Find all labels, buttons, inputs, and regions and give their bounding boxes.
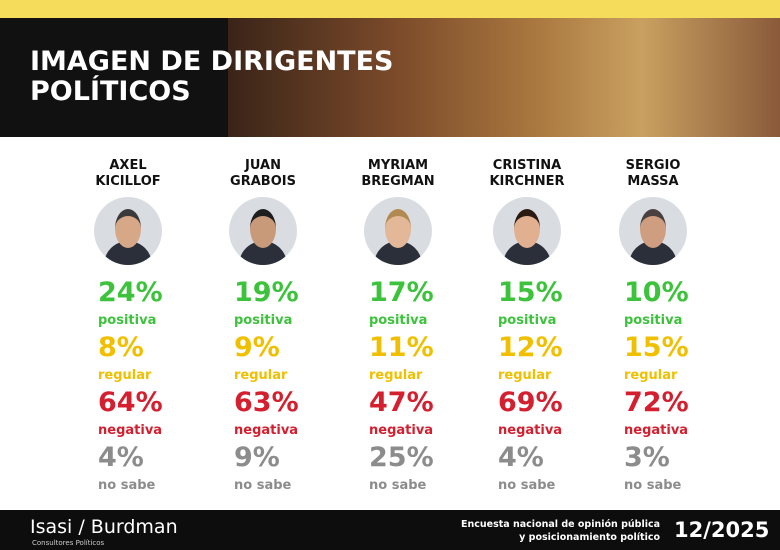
candidate-name: CRISTINA [492, 158, 562, 173]
avatar-face [385, 209, 411, 248]
candidate-name: AXEL [109, 158, 147, 173]
avatar [619, 197, 687, 265]
avatar-face [640, 209, 666, 248]
survey-text: Encuesta nacional de opinión pública y po… [420, 518, 660, 544]
stat-value: 25% [369, 442, 434, 473]
stat-label: regular [369, 368, 423, 383]
stat-label: negativa [98, 423, 163, 438]
stat-label: regular [98, 368, 152, 383]
candidate-name: MASSA [627, 174, 679, 189]
stat-value: 8% [98, 332, 144, 363]
brand: Isasi / Burdman [30, 516, 178, 538]
stat-value: 15% [498, 277, 563, 308]
stat-label: positiva [98, 313, 157, 328]
stat-label: regular [498, 368, 552, 383]
stat-label: negativa [234, 423, 299, 438]
brand-subtitle: Consultores Políticos [32, 539, 105, 547]
stat-label: positiva [369, 313, 428, 328]
candidate-name: JUAN [245, 158, 281, 173]
stat-label: positiva [498, 313, 557, 328]
avatar-face [250, 209, 276, 248]
candidate-name: MYRIAM [367, 158, 429, 173]
avatar [493, 197, 561, 265]
stat-value: 19% [234, 277, 299, 308]
top-bar [0, 0, 780, 18]
stat-value: 15% [624, 332, 689, 363]
stat-value: 12% [498, 332, 563, 363]
stat-value: 69% [498, 387, 563, 418]
stat-value: 9% [234, 442, 280, 473]
photo-collage [228, 18, 780, 137]
avatar-face [514, 209, 540, 248]
stat-value: 47% [369, 387, 434, 418]
survey-line: Encuesta nacional de opinión pública [461, 519, 660, 530]
stat-label: negativa [369, 423, 434, 438]
stat-value: 72% [624, 387, 689, 418]
stat-value: 4% [498, 442, 544, 473]
stat-label: no sabe [624, 478, 682, 493]
header: IMAGEN DE DIRIGENTES POLÍTICOS [0, 18, 780, 137]
avatar [364, 197, 432, 265]
stat-value: 10% [624, 277, 689, 308]
candidate-name: GRABOIS [230, 174, 296, 189]
stat-value: 24% [98, 277, 163, 308]
date: 12/2025 [674, 518, 770, 542]
stat-label: negativa [498, 423, 563, 438]
stat-label: regular [624, 368, 678, 383]
stat-label: regular [234, 368, 288, 383]
avatar [229, 197, 297, 265]
title-line: IMAGEN DE DIRIGENTES [30, 46, 394, 77]
candidate-name: KICILLOF [95, 174, 161, 189]
stat-value: 3% [624, 442, 670, 473]
stat-value: 4% [98, 442, 144, 473]
avatar [94, 197, 162, 265]
footer: Isasi / Burdman Consultores Políticos En… [0, 510, 780, 550]
stat-label: no sabe [369, 478, 427, 493]
candidate-name: SERGIO [625, 158, 681, 173]
stat-value: 64% [98, 387, 163, 418]
stat-value: 9% [234, 332, 280, 363]
stat-value: 63% [234, 387, 299, 418]
stat-label: positiva [624, 313, 683, 328]
candidate-name: BREGMAN [361, 174, 435, 189]
avatar-face [115, 209, 141, 248]
stat-label: positiva [234, 313, 293, 328]
stat-label: negativa [624, 423, 689, 438]
survey-line: y posicionamiento político [519, 532, 660, 543]
candidate-name: KIRCHNER [489, 174, 565, 189]
title-line: POLÍTICOS [30, 76, 191, 107]
stat-value: 11% [369, 332, 434, 363]
stat-label: no sabe [98, 478, 156, 493]
stat-label: no sabe [498, 478, 556, 493]
stat-value: 17% [369, 277, 434, 308]
stat-label: no sabe [234, 478, 292, 493]
